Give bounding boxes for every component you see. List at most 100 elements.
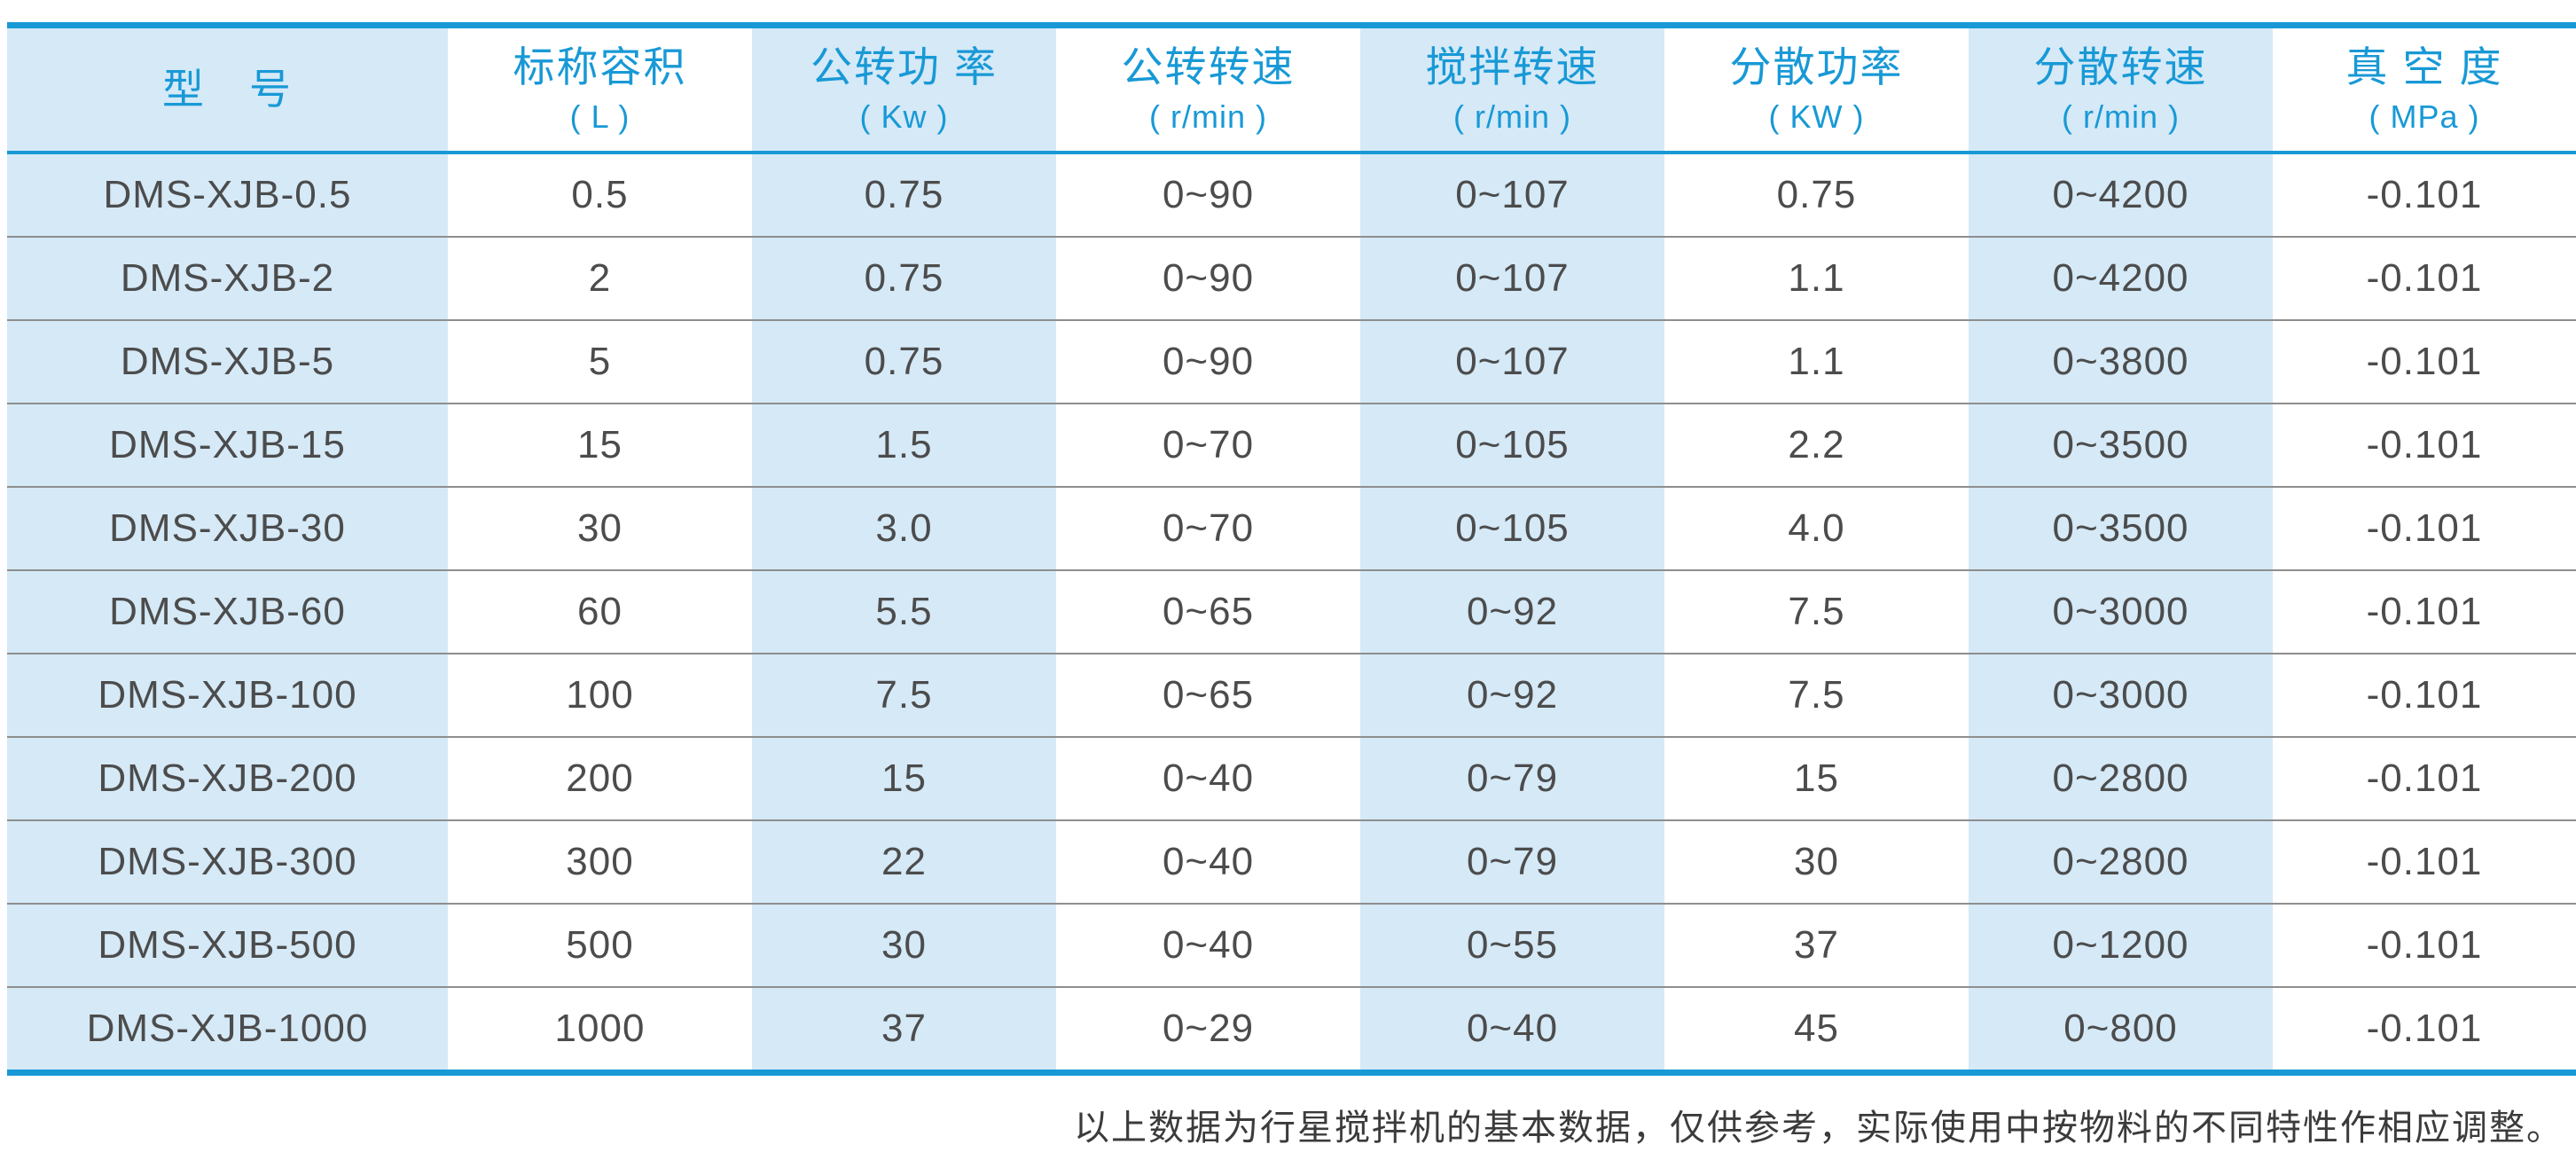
value-cell: 0~2800	[1969, 819, 2273, 904]
table-row: DMS-XJB-1000 1000 37 0~29 0~40 45 0~800 -0.101	[7, 986, 2576, 1073]
value-cell: 0.75	[752, 236, 1056, 320]
value-cell: 0~29	[1056, 986, 1360, 1073]
model-cell: DMS-XJB-100	[7, 653, 448, 737]
value-cell: 0~90	[1056, 319, 1360, 404]
value-cell: -0.101	[2273, 403, 2576, 487]
header-dispersion-speed: 分散转速 ( r/min )	[1969, 25, 2273, 154]
value-cell: 0~40	[1360, 986, 1664, 1073]
value-cell: 2	[448, 236, 752, 320]
header-nominal-volume: 标称容积 ( L )	[448, 25, 752, 154]
value-cell: 0~105	[1360, 486, 1664, 570]
model-cell: DMS-XJB-0.5	[103, 173, 352, 216]
header-title: 型 号	[162, 65, 293, 113]
value-cell: -0.101	[2273, 903, 2576, 987]
value-cell: 0.75	[1776, 173, 1857, 216]
value-cell: 0.5	[571, 173, 629, 216]
model-cell: DMS-XJB-200	[7, 736, 448, 820]
model-cell: DMS-XJB-500	[7, 903, 448, 987]
header-title: 真 空 度	[2345, 43, 2503, 90]
model-cell: DMS-XJB-1000	[7, 986, 448, 1073]
value-cell: 1000	[448, 986, 752, 1073]
value-cell: -0.101	[2273, 569, 2576, 654]
value-cell: 0~40	[1056, 903, 1360, 987]
spec-table: 型 号 标称容积 ( L ) 公转功 率 ( Kw ) 公转转速 ( r/min…	[7, 22, 2576, 1076]
header-stirring-speed: 搅拌转速 ( r/min )	[1360, 25, 1664, 154]
value-cell: 0~3000	[1969, 653, 2273, 737]
header-unit: ( KW )	[1768, 98, 1865, 136]
value-cell: 0~107	[1455, 173, 1570, 216]
value-cell: -0.101	[2273, 986, 2576, 1073]
value-cell: 15	[1664, 736, 1969, 820]
value-cell: 0~92	[1360, 569, 1664, 654]
value-cell: 0~3800	[1969, 319, 2273, 404]
value-cell: 0~105	[1360, 403, 1664, 487]
table-body: DMS-XJB-0.5 0.5 0.75 0~90 0~107 0.75 0~4200 -0.…	[7, 153, 2576, 1073]
value-cell: 0~79	[1360, 819, 1664, 904]
value-cell: 15	[752, 736, 1056, 820]
value-cell: 0.75	[864, 173, 944, 216]
value-cell: 0~90	[1056, 236, 1360, 320]
value-cell: 0~3500	[1969, 403, 2273, 487]
header-model: 型 号	[7, 25, 448, 154]
value-cell: 0~3000	[1969, 569, 2273, 654]
value-cell: 1.5	[752, 403, 1056, 487]
model-cell: DMS-XJB-30	[7, 486, 448, 570]
value-cell: 500	[448, 903, 752, 987]
value-cell: 7.5	[1664, 653, 1969, 737]
model-cell: DMS-XJB-2	[7, 236, 448, 320]
footnote: 以上数据为行星搅拌机的基本数据，仅供参考，实际使用中按物料的不同特性作相应调整。	[1074, 1108, 2564, 1148]
header-unit: ( r/min )	[2062, 98, 2180, 136]
value-cell: 5	[448, 319, 752, 404]
header-unit: ( L )	[569, 98, 630, 136]
value-cell: 22	[752, 819, 1056, 904]
value-cell: 3.0	[752, 486, 1056, 570]
value-cell: -0.101	[2366, 173, 2483, 216]
value-cell: 0~79	[1360, 736, 1664, 820]
value-cell: 30	[448, 486, 752, 570]
header-title: 分散转速	[2033, 43, 2208, 90]
value-cell: 0~107	[1360, 319, 1664, 404]
value-cell: -0.101	[2273, 319, 2576, 404]
value-cell: 5.5	[752, 569, 1056, 654]
table-row: DMS-XJB-200 200 15 0~40 0~79 15 0~2800 -0.101	[7, 736, 2576, 820]
table-row: DMS-XJB-15 15 1.5 0~70 0~105 2.2 0~3500 -0.101	[7, 403, 2576, 487]
value-cell: 45	[1664, 986, 1969, 1073]
value-cell: 30	[752, 903, 1056, 987]
header-unit: ( Kw )	[859, 98, 949, 136]
table-row: DMS-XJB-60 60 5.5 0~65 0~92 7.5 0~3000 -0.101	[7, 569, 2576, 654]
value-cell: 60	[448, 569, 752, 654]
value-cell: 0~90	[1162, 173, 1255, 216]
value-cell: 0~800	[1969, 986, 2273, 1073]
table-row: DMS-XJB-100 100 7.5 0~65 0~92 7.5 0~3000 -0.101	[7, 653, 2576, 737]
value-cell: 37	[752, 986, 1056, 1073]
header-title: 分散功率	[1729, 43, 1904, 90]
value-cell: 0~3500	[1969, 486, 2273, 570]
value-cell: 0~70	[1056, 486, 1360, 570]
header-title: 公转转速	[1121, 43, 1296, 90]
value-cell: 200	[448, 736, 752, 820]
value-cell: 0~65	[1056, 653, 1360, 737]
table-row: DMS-XJB-500 500 30 0~40 0~55 37 0~1200 -0.101	[7, 903, 2576, 987]
header-vacuum-degree: 真 空 度 ( MPa )	[2273, 25, 2576, 154]
header-unit: ( r/min )	[1149, 98, 1267, 136]
model-cell: DMS-XJB-5	[7, 319, 448, 404]
value-cell: 15	[448, 403, 752, 487]
header-unit: ( r/min )	[1453, 98, 1571, 136]
value-cell: 7.5	[752, 653, 1056, 737]
table-row: DMS-XJB-5 5 0.75 0~90 0~107 1.1 0~3800 -0.101	[7, 319, 2576, 404]
table-row: DMS-XJB-2 2 0.75 0~90 0~107 1.1 0~4200 -0.101	[7, 236, 2576, 320]
value-cell: -0.101	[2273, 486, 2576, 570]
value-cell: 0~4200	[2052, 173, 2189, 216]
value-cell: -0.101	[2273, 736, 2576, 820]
table-row: DMS-XJB-300 300 22 0~40 0~79 30 0~2800 -0.101	[7, 819, 2576, 904]
model-cell: DMS-XJB-60	[7, 569, 448, 654]
value-cell: 4.0	[1664, 486, 1969, 570]
value-cell: 100	[448, 653, 752, 737]
value-cell: 1.1	[1664, 319, 1969, 404]
value-cell: 0~70	[1056, 403, 1360, 487]
value-cell: -0.101	[2273, 653, 2576, 737]
value-cell: 0~1200	[1969, 903, 2273, 987]
value-cell: 7.5	[1664, 569, 1969, 654]
value-cell: 0~55	[1360, 903, 1664, 987]
